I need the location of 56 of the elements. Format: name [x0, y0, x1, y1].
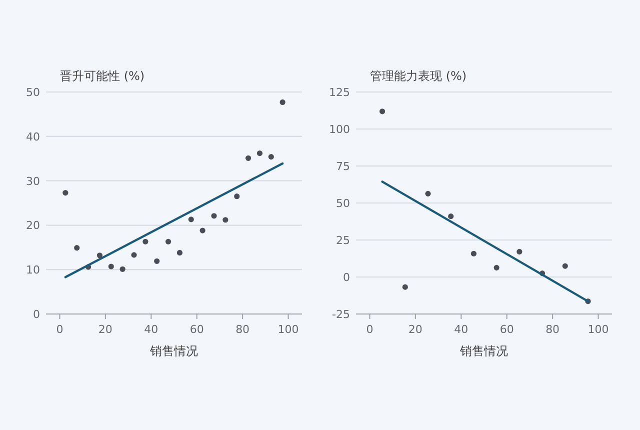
x-tick-label: 100	[588, 323, 609, 336]
point	[120, 266, 126, 272]
y-tick-label: -25	[332, 308, 350, 321]
point	[234, 194, 240, 200]
point	[176, 250, 183, 256]
x-tick-label: 60	[500, 323, 514, 336]
point	[222, 217, 228, 223]
point	[211, 213, 217, 219]
y-tick-label: 20	[26, 219, 40, 232]
point	[108, 264, 114, 270]
point	[245, 155, 252, 161]
y-tick-label: 50	[26, 86, 40, 99]
x-axis-title: 销售情况	[459, 344, 508, 358]
y-tick-label: 100	[329, 123, 350, 136]
x-tick-label: 40	[144, 323, 158, 336]
y-tick-label: 25	[336, 234, 350, 247]
x-axis-title: 销售情况	[149, 344, 198, 358]
y-axis-title: 晋升可能性 (%)	[60, 69, 145, 83]
x-tick-label: 80	[546, 323, 560, 336]
y-axis-title: 管理能力表现 (%)	[370, 69, 467, 83]
point	[96, 252, 103, 258]
point	[280, 99, 286, 106]
y-tick-label: 30	[26, 174, 40, 188]
point	[402, 284, 408, 290]
x-tick-label: 20	[98, 323, 112, 336]
y-tick-label: 0	[33, 308, 40, 321]
point	[131, 252, 137, 258]
x-tick-label: 80	[236, 323, 250, 336]
point	[74, 245, 80, 251]
point	[448, 214, 454, 220]
point	[256, 150, 263, 156]
point	[268, 154, 274, 160]
y-tick-label: 10	[26, 264, 40, 277]
point	[494, 264, 500, 270]
x-tick-label: 40	[454, 323, 468, 336]
x-tick-label: 0	[56, 323, 64, 336]
y-tick-label: 125	[329, 86, 350, 99]
y-tick-label: 50	[336, 197, 350, 210]
x-tick-label: 100	[278, 323, 299, 336]
point	[200, 228, 206, 234]
point	[425, 190, 431, 196]
x-tick-label: 60	[190, 323, 204, 336]
point	[188, 216, 194, 222]
y-tick-label: 75	[336, 160, 350, 173]
x-tick-label: 0	[366, 323, 374, 336]
y-tick-label: 40	[26, 130, 40, 144]
point	[142, 238, 148, 244]
point	[379, 108, 386, 114]
point	[516, 248, 522, 254]
point	[562, 263, 568, 269]
y-tick-label: 0	[343, 271, 350, 284]
point	[470, 250, 477, 256]
x-tick-label: 20	[408, 323, 422, 336]
point	[154, 258, 160, 264]
point	[62, 190, 68, 196]
point	[165, 238, 172, 244]
